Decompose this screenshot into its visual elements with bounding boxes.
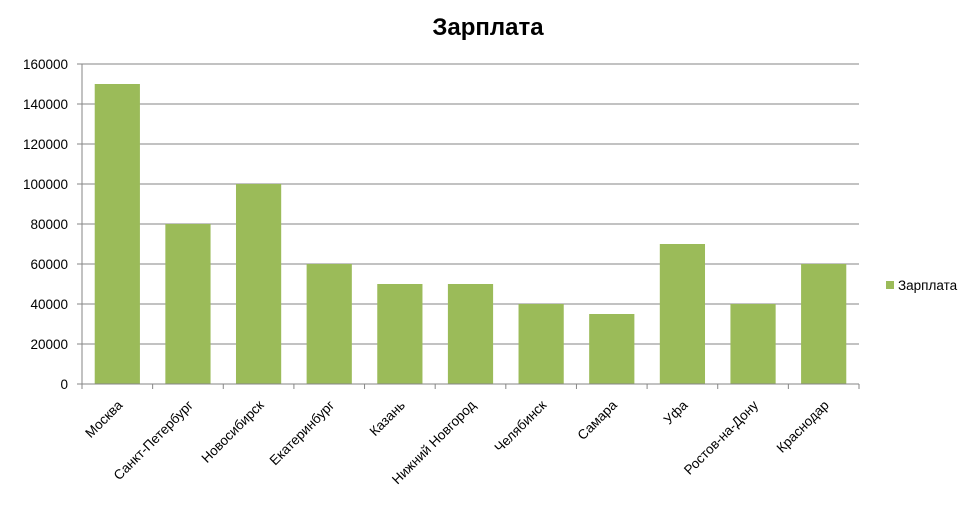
y-axis: 0 20000 40000 60000 80000 100000 120000 140000 1… xyxy=(23,57,83,392)
x-tick-label: Челябинск xyxy=(492,397,550,455)
x-tick-label: Ростов-на-Дону xyxy=(681,397,761,477)
x-tick-label: Казань xyxy=(367,398,408,439)
bar xyxy=(235,184,282,384)
y-tick-label: 60000 xyxy=(30,257,68,272)
y-tick-label: 140000 xyxy=(23,97,68,112)
y-tick-label: 40000 xyxy=(30,297,68,312)
bar xyxy=(165,224,211,384)
bar xyxy=(306,264,352,384)
x-tick-label: Самара xyxy=(574,397,620,443)
x-tick-label: Краснодар xyxy=(774,398,832,456)
gridlines xyxy=(82,63,859,385)
legend: Зарплата xyxy=(886,278,958,293)
y-tick-label: 160000 xyxy=(23,57,68,72)
bar xyxy=(94,84,140,384)
legend-label: Зарплата xyxy=(898,278,958,293)
bar xyxy=(589,314,635,384)
y-tick-label: 0 xyxy=(60,377,68,392)
bar xyxy=(447,284,494,384)
y-tick-label: 20000 xyxy=(30,337,68,352)
x-tick-label: Санкт-Петербург xyxy=(111,397,197,483)
bars xyxy=(94,84,847,384)
bar xyxy=(518,304,564,384)
bar xyxy=(730,304,776,384)
bar xyxy=(801,264,847,384)
chart-title: Зарплата xyxy=(432,14,544,41)
x-tick-label: Москва xyxy=(82,397,126,441)
bar xyxy=(377,284,423,384)
y-tick-label: 80000 xyxy=(30,217,68,232)
y-tick-label: 120000 xyxy=(23,137,68,152)
x-tick-label: Новосибирск xyxy=(198,397,266,465)
legend-swatch xyxy=(886,281,894,289)
x-tick-label: Уфа xyxy=(661,397,691,427)
y-tick-label: 100000 xyxy=(23,177,68,192)
bar xyxy=(659,244,706,384)
x-tick-label: Екатеринбург xyxy=(267,397,338,468)
